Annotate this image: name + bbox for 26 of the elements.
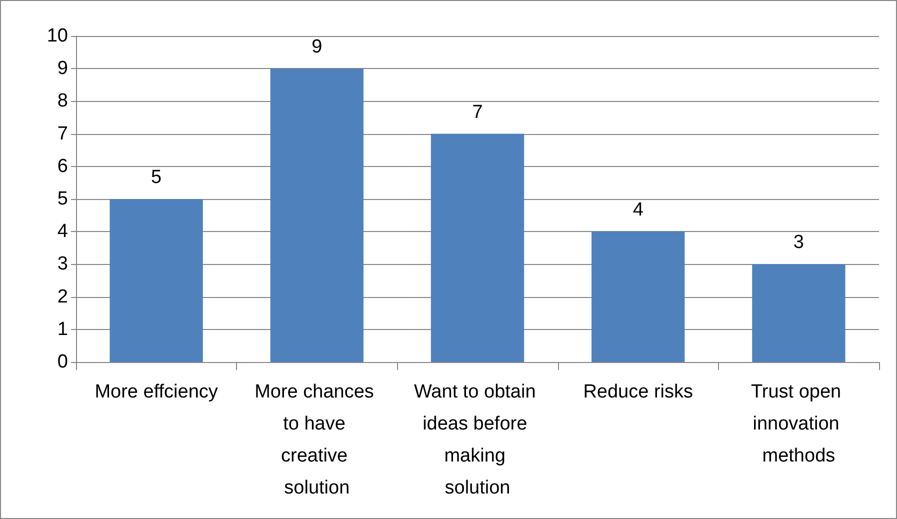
y-tick-label: 9 [57,58,68,80]
x-tick-label: More chances to have creative solution [254,382,380,498]
y-tick-label: 6 [57,156,68,177]
bar [592,232,685,362]
data-label: 5 [151,167,162,188]
data-label: 3 [793,232,804,254]
data-label: 4 [632,200,644,221]
x-tick-label: Reduce risks [583,382,694,402]
y-tick-label: 3 [57,254,68,275]
y-tick-label: 5 [57,188,68,210]
x-tick-label: Trust open innovation methods [750,382,846,466]
x-tick-label: More effciency [94,382,218,402]
bar [110,199,203,362]
y-tick-label: 0 [57,352,68,372]
y-tick-label: 8 [57,90,68,112]
y-tick-label: 4 [57,221,68,242]
y-tick-label: 7 [57,123,68,144]
y-tick-label: 1 [57,318,68,340]
x-tick-label: Want to obtain ideas before making solution [414,382,542,498]
y-tick-label: 10 [46,26,68,46]
bar [430,134,524,362]
bar [752,264,846,362]
bar [270,68,364,362]
data-label: 7 [472,102,483,123]
data-label: 9 [312,36,322,58]
y-tick-label: 2 [57,286,68,308]
